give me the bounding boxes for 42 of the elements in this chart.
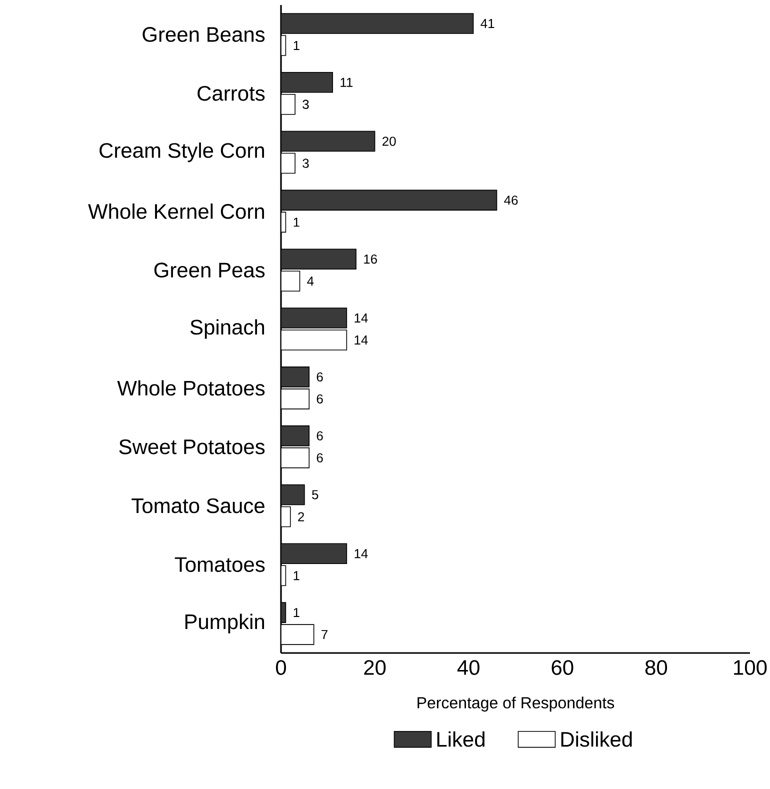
data-label: 20 (382, 136, 396, 146)
x-tick-label: 0 (276, 660, 286, 675)
data-label: 3 (302, 100, 309, 109)
y-tick-label: Green Beans (142, 27, 265, 42)
legend-label: Liked (437, 731, 484, 747)
data-label: 2 (298, 512, 304, 522)
x-tick-label: 100 (734, 660, 767, 675)
data-label: 6 (316, 453, 323, 462)
data-label: 11 (340, 78, 353, 87)
y-tick-label: Cream Style Corn (100, 142, 264, 162)
data-label: 16 (364, 254, 377, 264)
data-label: 46 (504, 196, 518, 205)
data-label: 6 (316, 394, 323, 404)
x-axis-title: Percentage of Respondents (418, 696, 614, 712)
legend-label: Disliked (561, 731, 632, 747)
data-label: 6 (316, 372, 323, 382)
data-label: 1 (294, 41, 300, 50)
x-tick-label: 20 (364, 660, 386, 675)
y-tick-label: Tomato Sauce (132, 498, 264, 514)
data-label: 14 (354, 549, 368, 558)
y-tick-label: Sweet Potatoes (119, 439, 265, 454)
data-label: 4 (307, 276, 314, 286)
data-label: 1 (294, 571, 300, 580)
y-tick-label: Spinach (190, 319, 264, 339)
x-tick-label: 60 (552, 660, 574, 675)
data-label: 41 (480, 19, 494, 28)
y-tick-label: Tomatoes (174, 557, 265, 572)
y-tick-label: Pumpkin (185, 614, 264, 634)
x-tick-label: 80 (645, 660, 668, 675)
data-label: 1 (294, 218, 300, 227)
data-label: 5 (312, 490, 318, 500)
y-tick-label: Whole Potatoes (117, 380, 265, 396)
data-label: 3 (302, 158, 309, 168)
x-tick-label: 40 (457, 660, 480, 675)
y-tick-label: Green Peas (154, 262, 265, 278)
data-label: 6 (316, 431, 323, 440)
data-label: 14 (354, 314, 368, 322)
data-label: 1 (294, 608, 300, 618)
y-tick-label: Whole Kernel Corn (88, 203, 264, 219)
data-label: 14 (354, 336, 368, 344)
y-tick-label: Carrots (198, 86, 265, 101)
data-label: 7 (322, 630, 328, 640)
